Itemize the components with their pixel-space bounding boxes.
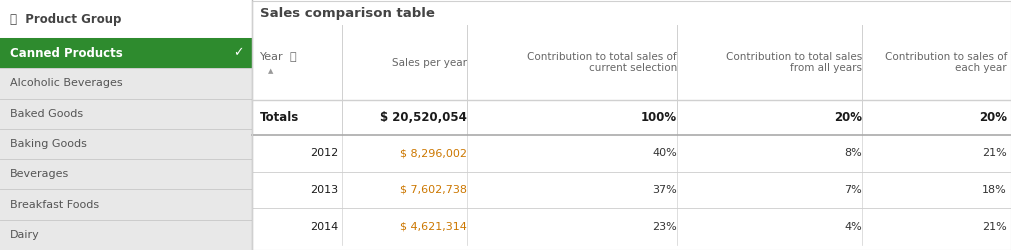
Bar [0,38,252,250]
Text: 100%: 100% [640,111,676,124]
Bar [0,38,252,68]
Text: $ 4,621,314: $ 4,621,314 [399,222,466,232]
Text: Contribution to sales of
each year: Contribution to sales of each year [884,52,1006,73]
Text: Year: Year [260,52,283,62]
Text: 20%: 20% [833,111,861,124]
Text: ⌕  Product Group: ⌕ Product Group [10,12,121,26]
Text: Dairy: Dairy [10,230,39,240]
Text: 37%: 37% [652,185,676,195]
Text: Contribution to total sales
from all years: Contribution to total sales from all yea… [725,52,861,73]
Text: Contribution to total sales of
current selection: Contribution to total sales of current s… [527,52,676,73]
Text: 2013: 2013 [309,185,338,195]
Text: 21%: 21% [982,148,1006,158]
Text: $ 20,520,054: $ 20,520,054 [380,111,466,124]
Text: 2012: 2012 [309,148,338,158]
Text: Canned Products: Canned Products [10,47,122,60]
Text: 2014: 2014 [309,222,338,232]
Text: Sales per year: Sales per year [391,58,466,68]
Text: Beverages: Beverages [10,169,69,179]
Text: Sales comparison table: Sales comparison table [260,6,435,20]
Text: 18%: 18% [982,185,1006,195]
Text: 20%: 20% [978,111,1006,124]
Text: 21%: 21% [982,222,1006,232]
Text: $ 8,296,002: $ 8,296,002 [399,148,466,158]
Text: Totals: Totals [260,111,299,124]
Text: 23%: 23% [652,222,676,232]
Text: Breakfast Foods: Breakfast Foods [10,200,99,209]
Text: 4%: 4% [843,222,861,232]
Text: $ 7,602,738: $ 7,602,738 [399,185,466,195]
Bar [0,0,252,38]
Text: 7%: 7% [843,185,861,195]
Text: 8%: 8% [843,148,861,158]
Text: 40%: 40% [652,148,676,158]
Text: ✓: ✓ [234,47,244,60]
Text: ⌕: ⌕ [290,52,296,62]
Text: Baked Goods: Baked Goods [10,109,83,119]
Text: Alcoholic Beverages: Alcoholic Beverages [10,78,122,88]
Text: ▲: ▲ [268,68,273,74]
Bar [252,0,1011,250]
Text: Baking Goods: Baking Goods [10,139,87,149]
Bar [252,1,1010,250]
